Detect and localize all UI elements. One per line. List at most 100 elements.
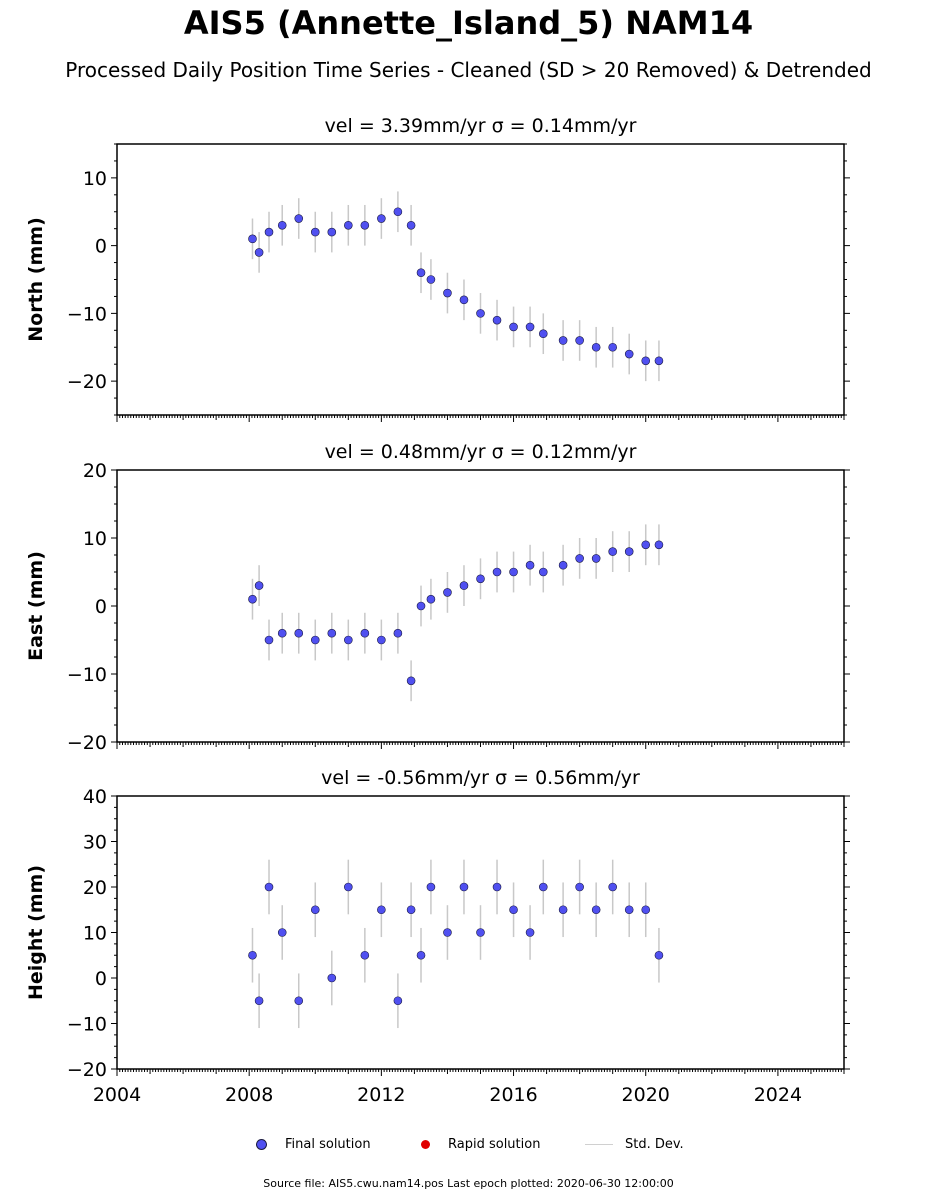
data-point [608, 342, 617, 352]
data-point [416, 601, 426, 611]
data-point [310, 905, 320, 915]
panel-title: vel = -0.56mm/yr σ = 0.56mm/yr [321, 767, 640, 789]
data-point [525, 322, 535, 332]
data-point [393, 207, 403, 217]
data-point [558, 905, 568, 915]
data-point [360, 950, 370, 960]
data-point [294, 628, 304, 638]
data-point [377, 214, 386, 223]
data-point [406, 221, 416, 230]
data-point [310, 227, 320, 237]
y-tick-label: 10 [83, 923, 107, 945]
legend-label-final: Final solution [285, 1137, 371, 1152]
data-point [459, 295, 469, 305]
data-point [248, 950, 257, 960]
y-axis-label: Height (mm) [25, 865, 47, 1000]
y-tick-label: −10 [67, 664, 107, 686]
y-tick-label: 40 [83, 786, 107, 808]
data-point [254, 996, 264, 1006]
x-tick-label: 2012 [357, 1084, 405, 1106]
data-point [459, 581, 469, 590]
panel-east: vel = 0.48mm/yr σ = 0.12mm/yr East (mm) −2… [25, 441, 850, 754]
data-point [254, 248, 264, 257]
data-point [327, 973, 337, 983]
data-point [426, 594, 436, 604]
data-point [591, 554, 601, 563]
data-point [575, 336, 584, 345]
data-point [360, 221, 370, 230]
data-point [525, 560, 535, 570]
data-point [294, 214, 304, 223]
data-point [264, 227, 274, 237]
y-tick-label: −20 [67, 1059, 107, 1081]
data-layer [248, 859, 664, 1029]
std-dev-line-icon [585, 1144, 613, 1145]
x-tick-label: 2004 [93, 1084, 141, 1106]
data-point [393, 628, 403, 638]
y-tick-label: 10 [83, 168, 107, 190]
data-point [406, 905, 416, 915]
data-point [509, 322, 518, 332]
data-point [443, 288, 452, 298]
data-point [443, 588, 452, 597]
data-point [344, 221, 353, 230]
data-point [277, 928, 287, 937]
y-tick-label: −20 [67, 371, 107, 393]
data-point [310, 635, 320, 645]
data-point [492, 882, 502, 892]
data-point [641, 905, 651, 915]
y-tick-label: −20 [67, 732, 107, 754]
data-point [509, 567, 518, 577]
data-point [248, 594, 257, 604]
data-point [264, 882, 274, 892]
y-tick-label: −10 [67, 1014, 107, 1036]
data-point [641, 356, 651, 366]
data-point [591, 905, 601, 915]
data-point [476, 928, 485, 937]
final-solution-marker-icon [256, 1139, 267, 1150]
data-point [509, 905, 518, 915]
data-point [538, 882, 548, 892]
legend: Final solution Rapid solution Std. Dev. [0, 1137, 937, 1157]
data-point [538, 567, 548, 577]
data-point [654, 540, 664, 550]
data-point [608, 882, 617, 892]
chart-subtitle: Processed Daily Position Time Series - C… [65, 58, 872, 82]
y-axis-label: North (mm) [25, 217, 47, 342]
data-point [426, 882, 436, 892]
panel-height: vel = -0.56mm/yr σ = 0.56mm/yr Height (mm… [25, 767, 850, 1106]
data-layer [248, 191, 664, 382]
y-tick-label: −10 [67, 303, 107, 325]
data-point [492, 567, 502, 577]
data-point [416, 268, 426, 278]
data-point [654, 950, 664, 960]
data-point [294, 996, 304, 1006]
legend-label-std: Std. Dev. [625, 1137, 684, 1152]
data-point [624, 349, 634, 359]
y-tick-label: 0 [95, 236, 107, 258]
data-point [525, 928, 535, 937]
data-point [377, 905, 386, 915]
data-point [558, 560, 568, 570]
data-point [377, 635, 386, 645]
data-point [327, 227, 337, 237]
data-layer [248, 524, 664, 702]
data-point [443, 928, 452, 937]
data-point [426, 275, 436, 284]
data-point [459, 882, 469, 892]
data-point [624, 905, 634, 915]
data-point [591, 342, 601, 352]
legend-label-rapid: Rapid solution [448, 1137, 541, 1152]
data-point [248, 234, 257, 244]
y-tick-label: 20 [83, 877, 107, 899]
data-point [476, 574, 485, 584]
data-point [538, 329, 548, 339]
plot-frame [116, 143, 845, 416]
data-point [575, 882, 584, 892]
panel-title: vel = 0.48mm/yr σ = 0.12mm/yr [325, 441, 637, 463]
data-point [406, 676, 416, 686]
panel-title: vel = 3.39mm/yr σ = 0.14mm/yr [325, 115, 637, 137]
data-point [344, 882, 353, 892]
y-tick-label: 20 [83, 460, 107, 482]
x-tick-label: 2016 [489, 1084, 537, 1106]
